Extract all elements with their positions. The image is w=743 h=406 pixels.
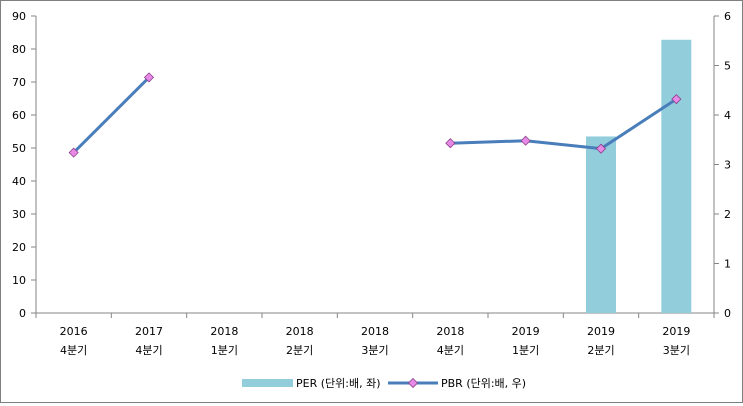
pbr-line	[68, 72, 682, 158]
pbr-point	[68, 147, 79, 158]
pbr-line-segment	[450, 97, 678, 151]
pbr-point	[445, 138, 456, 149]
pbr-point	[595, 143, 607, 154]
left-tick-label: 70	[12, 76, 26, 89]
x-tick-label-quarter: 1분기	[512, 344, 539, 357]
left-tick-label: 50	[12, 142, 26, 155]
legend-pbr-label: PBR (단위:배, 우)	[441, 377, 526, 390]
x-tick-label-quarter: 2분기	[286, 344, 313, 357]
left-tick-label: 20	[12, 241, 26, 254]
x-tick-label-quarter: 2분기	[587, 344, 614, 357]
x-tick-label-year: 2018	[436, 325, 464, 338]
x-tick-label-year: 2018	[361, 325, 389, 338]
x-tick-label-quarter: 3분기	[361, 344, 388, 357]
x-tick-label-year: 2018	[286, 325, 314, 338]
left-y-axis: 0 10 20 30 40 50 60 70 80 90	[12, 10, 37, 320]
left-tick-label: 10	[12, 274, 26, 287]
per-bar	[661, 39, 692, 313]
left-tick-label: 60	[12, 109, 26, 122]
x-tick-label-year: 2019	[512, 325, 540, 338]
per-bars	[586, 39, 692, 313]
x-tick-label-quarter: 4분기	[135, 344, 162, 357]
pbr-point	[671, 94, 682, 105]
right-y-axis: 0 1 2 3 4 5 6	[713, 10, 731, 320]
left-tick-label: 30	[12, 208, 26, 221]
x-tick-label-quarter: 4분기	[437, 344, 464, 357]
pbr-point	[520, 135, 531, 146]
legend-pbr-marker	[407, 377, 419, 389]
left-tick-label: 40	[12, 175, 26, 188]
pbr-line-segment	[72, 76, 151, 154]
pbr-point	[143, 72, 155, 83]
right-tick-label: 3	[724, 159, 731, 172]
legend-per-swatch	[242, 379, 293, 387]
left-tick-label: 0	[19, 307, 26, 320]
right-tick-label: 5	[724, 60, 731, 73]
left-tick-label: 80	[12, 43, 26, 56]
x-tick-label-year: 2016	[60, 325, 88, 338]
x-tick-label-year: 2019	[662, 325, 690, 338]
x-tick-label-quarter: 1분기	[211, 344, 238, 357]
x-tick-label-quarter: 3분기	[663, 344, 690, 357]
x-axis: 2016 4분기 2017 4분기 2018 1분기 2018 2분기 2018 3분기 2018 4…	[35, 312, 715, 357]
x-tick-label-year: 2018	[210, 325, 238, 338]
right-tick-label: 1	[724, 258, 731, 271]
x-tick-label-year: 2017	[135, 325, 163, 338]
per-bar	[586, 136, 616, 313]
x-tick-label-quarter: 4분기	[60, 344, 87, 357]
left-tick-label: 90	[12, 10, 26, 23]
x-tick-label-year: 2019	[587, 325, 615, 338]
right-tick-label: 4	[724, 109, 731, 122]
legend-per-label: PER (단위:배, 좌)	[296, 377, 381, 390]
right-tick-label: 0	[724, 307, 731, 320]
right-tick-label: 6	[724, 10, 731, 23]
right-tick-label: 2	[724, 208, 731, 221]
legend: PER (단위:배, 좌) PBR (단위:배, 우)	[242, 377, 526, 390]
